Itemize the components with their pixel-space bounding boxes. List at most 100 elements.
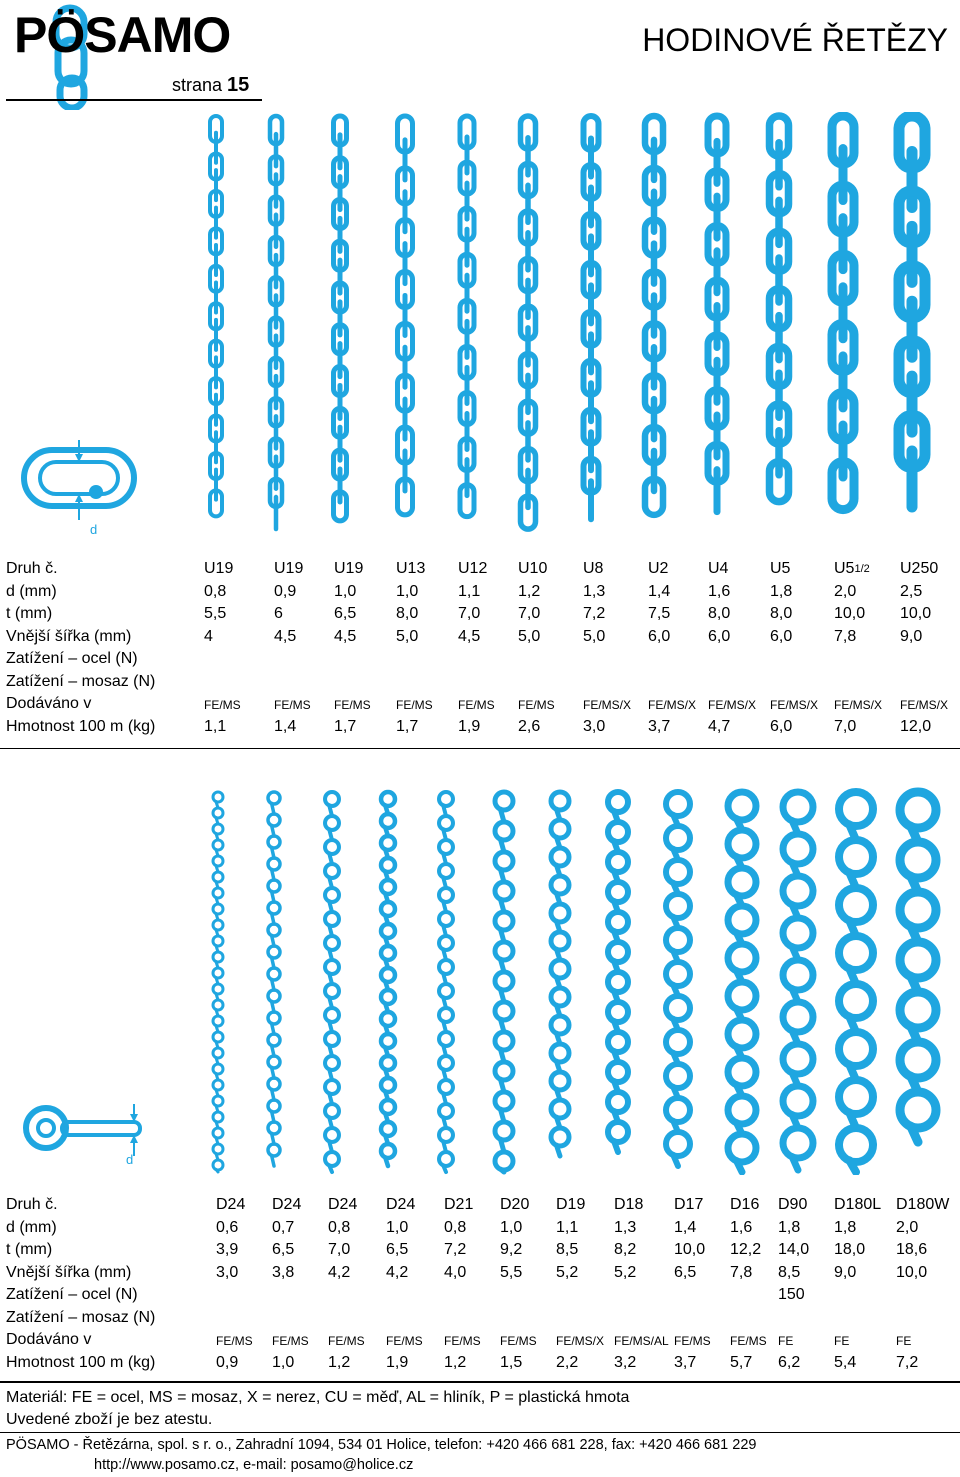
- hook-link: [437, 1078, 455, 1096]
- company-logo: PÖSAMO: [8, 2, 268, 110]
- table-cell: 4,2: [386, 1263, 409, 1281]
- table-cell: FE/MS: [274, 698, 311, 712]
- hook-link: [779, 1082, 817, 1120]
- page-title: HODINOVÉ ŘETĚZY: [642, 22, 948, 58]
- hook-link: [323, 1102, 341, 1120]
- table-cell: 1,1: [458, 582, 481, 600]
- hook-link: [724, 788, 760, 824]
- hook-link: [437, 958, 455, 976]
- hook-link: [605, 1029, 631, 1055]
- table-cell: 12,0: [900, 717, 932, 735]
- hook-link: [266, 944, 282, 960]
- table-cell: 5,2: [614, 1263, 637, 1281]
- hook-link: [437, 838, 455, 856]
- certificate-note: Uvedené zboží je bez atestu.: [6, 1411, 213, 1428]
- hook-link: [724, 940, 760, 976]
- table-cell: 1,0: [334, 582, 357, 600]
- table-cell: U51/2: [834, 560, 870, 577]
- table-cell: D180L: [834, 1196, 882, 1213]
- table-cell: 0,8: [204, 582, 227, 600]
- hook-link: [266, 1142, 282, 1158]
- row-label: t (mm): [6, 605, 53, 622]
- hook-link: [895, 837, 941, 883]
- hook-link-stem: [269, 1153, 276, 1168]
- hook-link: [492, 1149, 516, 1173]
- table-cell: U8: [583, 560, 604, 577]
- hook-link: [548, 1013, 572, 1037]
- table-row: Zatížení – ocel (N): [0, 650, 960, 672]
- hook-link: [724, 864, 760, 900]
- hook-link-icon: [23, 1104, 142, 1156]
- hook-link: [548, 929, 572, 953]
- table-cell: 4,5: [334, 627, 357, 645]
- oval-chains-table: Druh č. U19 U19 U19 U13 U12 U10 U8 U2 U4 U5 U51/2 U2…: [0, 560, 960, 750]
- hook-link: [605, 939, 631, 965]
- hook-link: [211, 822, 225, 836]
- table-cell: 0,7: [272, 1218, 295, 1236]
- table-cell: FE/MS: [396, 698, 433, 712]
- table-cell: 3,8: [272, 1263, 295, 1281]
- hook-link: [779, 788, 817, 826]
- table-cell: D21: [444, 1196, 474, 1213]
- hook-link: [378, 1141, 398, 1161]
- table-cell: 1,6: [708, 582, 731, 600]
- table-cell: 10,0: [896, 1263, 928, 1281]
- table-cell: D90: [778, 1196, 808, 1213]
- table-row: Zatížení – mosaz (N): [0, 673, 960, 695]
- table-cell: FE/MS/X: [834, 698, 883, 712]
- table-cell: FE/MS/X: [556, 1334, 605, 1348]
- hook-link: [492, 1059, 516, 1083]
- hook-link: [492, 1089, 516, 1113]
- table-cell: FE/MS: [518, 698, 555, 712]
- table-cell: FE/MS: [216, 1334, 253, 1348]
- table-row: Druh č. U19 U19 U19 U13 U12 U10 U8 U2 U4 U5 U51/2 U2…: [0, 560, 960, 582]
- table-cell: 1,2: [518, 582, 541, 600]
- hook-link: [378, 1075, 398, 1095]
- table-cell: D24: [386, 1196, 416, 1213]
- hook-link: [211, 1046, 225, 1060]
- table-cell: U19: [274, 560, 304, 577]
- table-cell: U19: [334, 560, 364, 577]
- row-label: Zatížení – mosaz (N): [6, 672, 156, 690]
- hook-link-stem: [441, 1163, 448, 1174]
- table-cell: 4,7: [708, 717, 731, 735]
- hook-link: [548, 957, 572, 981]
- table-cell: 5,2: [556, 1263, 579, 1281]
- table-cell: 12,2: [730, 1241, 762, 1258]
- table-cell: 10,0: [674, 1241, 706, 1258]
- hook-link: [211, 902, 225, 916]
- hook-link: [378, 789, 398, 809]
- table-cell: 4,5: [274, 627, 297, 645]
- hook-link: [835, 884, 877, 926]
- hook-link: [323, 814, 341, 832]
- table-cell: D24: [272, 1196, 302, 1213]
- table-cell: 3,0: [216, 1263, 239, 1281]
- chain-link: [765, 457, 793, 506]
- hook-link: [437, 1126, 455, 1144]
- hook-link: [605, 999, 631, 1025]
- table-cell: U5: [770, 560, 791, 577]
- table-cell: 2,6: [518, 717, 541, 735]
- table-cell: 1,7: [396, 717, 419, 735]
- table-cell: 6,0: [648, 627, 671, 645]
- table-cell: 2,5: [900, 582, 923, 600]
- table-cell: 5,5: [204, 605, 227, 622]
- table-cell: U13: [396, 560, 426, 577]
- table-cell: 5,4: [834, 1353, 857, 1371]
- oval-link-diagram: d: [18, 440, 138, 550]
- hook-link-stem: [906, 1121, 923, 1147]
- table-cell: 4,2: [328, 1263, 351, 1281]
- hook-link: [779, 830, 817, 868]
- hook-link: [211, 806, 225, 820]
- hook-link: [605, 1119, 631, 1145]
- table-cell: 6,2: [778, 1353, 801, 1371]
- table-cell: FE/MS: [730, 1334, 767, 1348]
- table-cell: 1,2: [328, 1353, 351, 1371]
- chain-link: [517, 493, 539, 532]
- row-label: Vnější šířka (mm): [6, 627, 132, 645]
- hook-link: [378, 877, 398, 897]
- table-cell: 1,1: [556, 1218, 579, 1236]
- table-row: d (mm) 0,8 0,9 1,0 1,0 1,1 1,2 1,3 1,4 1,6 1,8 2,0 2…: [0, 583, 960, 605]
- table-cell: FE/MS: [334, 698, 371, 712]
- row-label: Dodáváno v: [6, 1331, 92, 1348]
